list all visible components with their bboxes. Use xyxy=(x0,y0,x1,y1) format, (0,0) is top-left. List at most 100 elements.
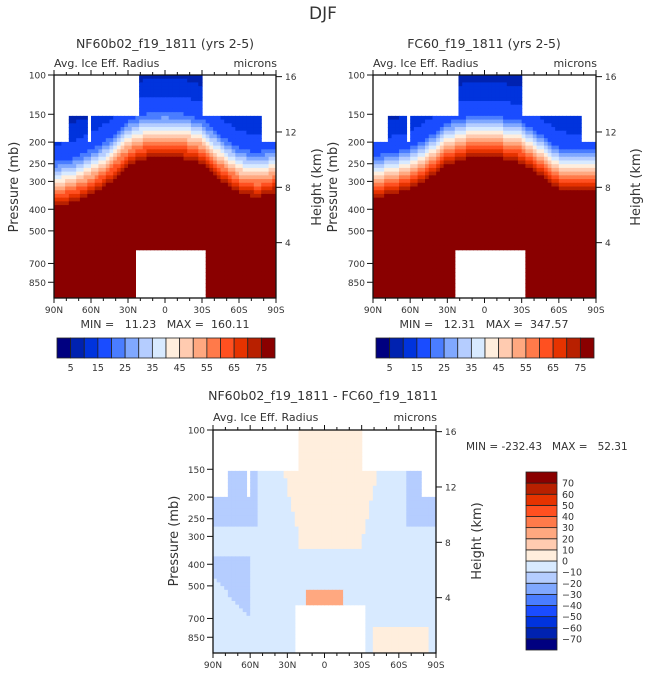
contour-cell xyxy=(109,279,114,284)
contour-cell xyxy=(246,164,251,169)
contour-cell xyxy=(480,101,486,106)
contour-cell xyxy=(242,156,247,162)
contour-cell xyxy=(146,190,151,195)
contour-cell xyxy=(536,186,541,191)
contour-cell xyxy=(514,86,519,91)
contour-cell xyxy=(209,119,214,124)
colorbar-box xyxy=(233,337,249,359)
contour-cell xyxy=(261,268,266,273)
contour-cell xyxy=(272,286,276,292)
contour-cell xyxy=(532,197,538,202)
contour-cell xyxy=(131,175,136,180)
contour-cell xyxy=(495,141,500,147)
contour-cell xyxy=(142,219,148,225)
contour-cell xyxy=(562,160,567,165)
contour-cell xyxy=(551,175,556,180)
contour-cell xyxy=(198,219,203,225)
contour-cell xyxy=(139,167,144,173)
contour-cell xyxy=(491,86,497,91)
contour-cell xyxy=(421,153,426,158)
contour-cell xyxy=(216,212,222,217)
contour-cell xyxy=(272,167,276,173)
contour-cell xyxy=(469,101,474,106)
contour-cell xyxy=(120,249,125,254)
contour-cell xyxy=(235,275,240,281)
contour-cell xyxy=(473,115,478,121)
contour-cell xyxy=(113,197,118,202)
contour-cell xyxy=(421,227,426,232)
contour-cell xyxy=(261,242,266,247)
contour-cell xyxy=(128,127,133,132)
contour-cell xyxy=(543,167,549,173)
contour-cell xyxy=(76,179,81,184)
contour-cell xyxy=(168,164,173,169)
contour-cell xyxy=(529,160,534,165)
contour-cell xyxy=(183,234,188,240)
contour-cell xyxy=(439,160,445,165)
contour-cell xyxy=(242,186,247,191)
contour-cell xyxy=(421,186,426,191)
contour-cell xyxy=(224,149,229,154)
contour-cell xyxy=(194,208,199,214)
contour-cell xyxy=(417,149,422,154)
contour-cell xyxy=(253,179,259,184)
contour-cell xyxy=(551,167,556,173)
contour-cell xyxy=(566,219,571,225)
contour-cell xyxy=(150,108,155,113)
contour-cell xyxy=(72,141,77,147)
contour-cell xyxy=(477,171,482,176)
contour-cell xyxy=(503,197,508,202)
contour-cell xyxy=(454,193,460,199)
contour-cell xyxy=(142,245,148,251)
contour-cell xyxy=(399,130,404,136)
contour-cell xyxy=(253,160,259,165)
contour-cell xyxy=(261,283,266,288)
contour-cell xyxy=(235,160,240,165)
contour-cell xyxy=(235,227,240,232)
contour-cell xyxy=(172,182,177,188)
contour-cell xyxy=(213,123,218,128)
colorbar-label: 75 xyxy=(255,363,267,374)
contour-cell xyxy=(116,216,122,221)
contour-cell xyxy=(488,193,493,199)
contour-cell xyxy=(536,167,541,173)
contour-cell xyxy=(480,227,486,232)
contour-cell xyxy=(105,216,111,221)
contour-cell xyxy=(495,93,500,98)
contour-cell xyxy=(525,216,530,221)
contour-cell xyxy=(432,145,437,150)
contour-cell xyxy=(458,227,463,232)
contour-cell xyxy=(510,149,515,154)
y-axis-right-label: Height (km) xyxy=(629,148,644,225)
contour-cell xyxy=(413,201,419,206)
contour-cell xyxy=(543,119,549,124)
contour-cell xyxy=(376,227,382,232)
contour-cell xyxy=(253,271,259,277)
contour-cell xyxy=(54,223,59,228)
contour-cell xyxy=(61,264,66,269)
contour-cell xyxy=(517,153,523,158)
contour-cell xyxy=(510,193,515,199)
contour-cell xyxy=(387,190,393,195)
contour-cell xyxy=(65,145,70,150)
contour-cell xyxy=(54,212,59,217)
contour-cell xyxy=(465,115,471,121)
contour-cell xyxy=(439,171,445,176)
contour-cell xyxy=(124,171,129,176)
contour-cell xyxy=(202,216,207,221)
contour-cell xyxy=(573,219,579,225)
contour-cell xyxy=(179,123,185,128)
contour-cell xyxy=(439,234,445,240)
contour-cell xyxy=(165,201,170,206)
contour-cell xyxy=(525,167,530,173)
contour-cell xyxy=(439,130,445,136)
contour-cell xyxy=(187,101,192,106)
contour-cell xyxy=(98,268,103,273)
contour-cell xyxy=(540,156,545,162)
contour-cell xyxy=(376,212,382,217)
contour-cell xyxy=(584,153,590,158)
contour-cell xyxy=(250,294,255,298)
contour-cell xyxy=(399,223,404,228)
contour-cell xyxy=(120,271,125,277)
contour-cell xyxy=(410,138,415,143)
